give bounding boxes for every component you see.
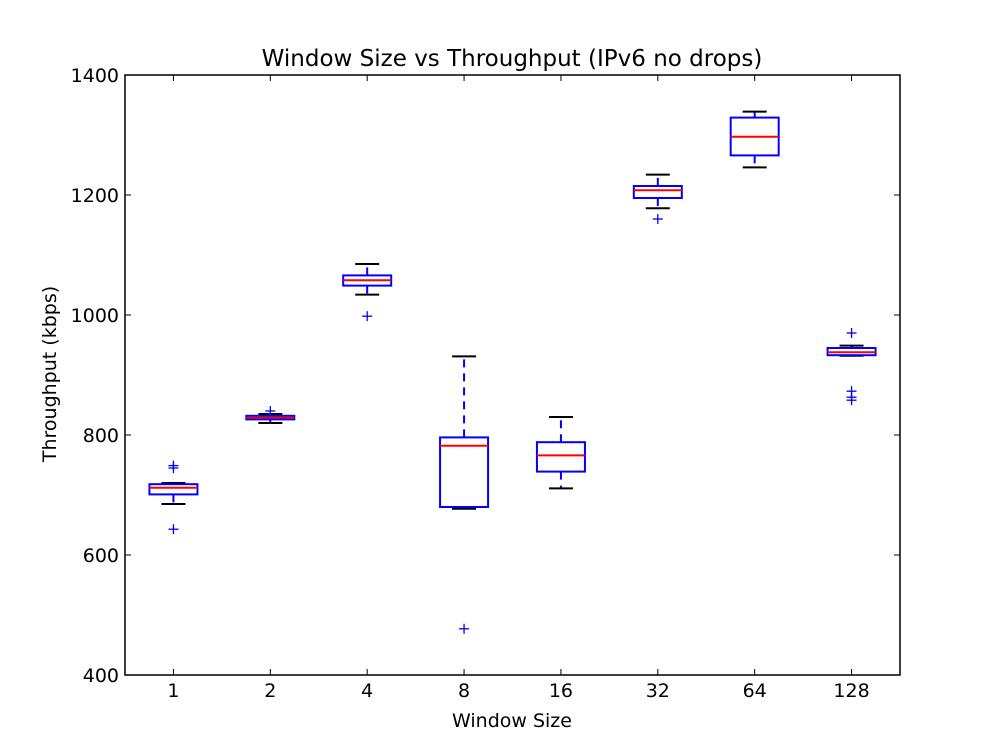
y-tick-label: 400 <box>83 665 119 687</box>
chart-title: Window Size vs Throughput (IPv6 no drops… <box>262 46 763 72</box>
box-16 <box>535 416 586 490</box>
box-32 <box>632 173 683 224</box>
box-128 <box>826 328 877 406</box>
outlier-point <box>168 460 179 471</box>
outlier-point <box>265 406 276 416</box>
x-tick-label: 2 <box>264 680 276 702</box>
y-tick-label: 1200 <box>71 185 119 207</box>
x-tick-label: 16 <box>549 680 573 702</box>
box-64 <box>729 110 780 169</box>
outlier-point <box>652 214 663 224</box>
x-tick-label: 32 <box>646 680 670 702</box>
x-axis-label: Window Size <box>452 710 572 732</box>
outlier-point <box>168 524 179 535</box>
y-axis-label: Throughput (kbps) <box>39 286 61 463</box>
x-tick-label: 64 <box>743 680 767 702</box>
plot-frame <box>124 74 901 676</box>
box-4 <box>342 263 393 322</box>
x-tick-label: 4 <box>361 680 373 702</box>
y-tick-label: 600 <box>83 545 119 567</box>
box-iqr <box>632 185 683 199</box>
axis-ticks: 400 600 800 1000 1200 1400 1 2 4 8 16 32 64 128 <box>71 65 900 702</box>
box-2 <box>245 406 296 424</box>
x-tick-label: 1 <box>167 680 179 702</box>
x-tick-label: 128 <box>833 680 869 702</box>
box-iqr <box>439 436 490 508</box>
outlier-point <box>459 623 470 634</box>
x-tick-label: 8 <box>458 680 470 702</box>
box-1 <box>148 460 199 535</box>
outlier-point <box>846 328 857 338</box>
box-iqr <box>535 441 586 473</box>
outlier-point <box>362 311 373 322</box>
y-tick-label: 1400 <box>71 65 119 87</box>
y-tick-label: 1000 <box>71 305 119 327</box>
box-iqr <box>148 483 199 496</box>
box-8 <box>439 355 490 634</box>
outlier-point <box>846 386 857 397</box>
box-series <box>148 110 877 634</box>
y-tick-label: 800 <box>83 425 119 447</box>
